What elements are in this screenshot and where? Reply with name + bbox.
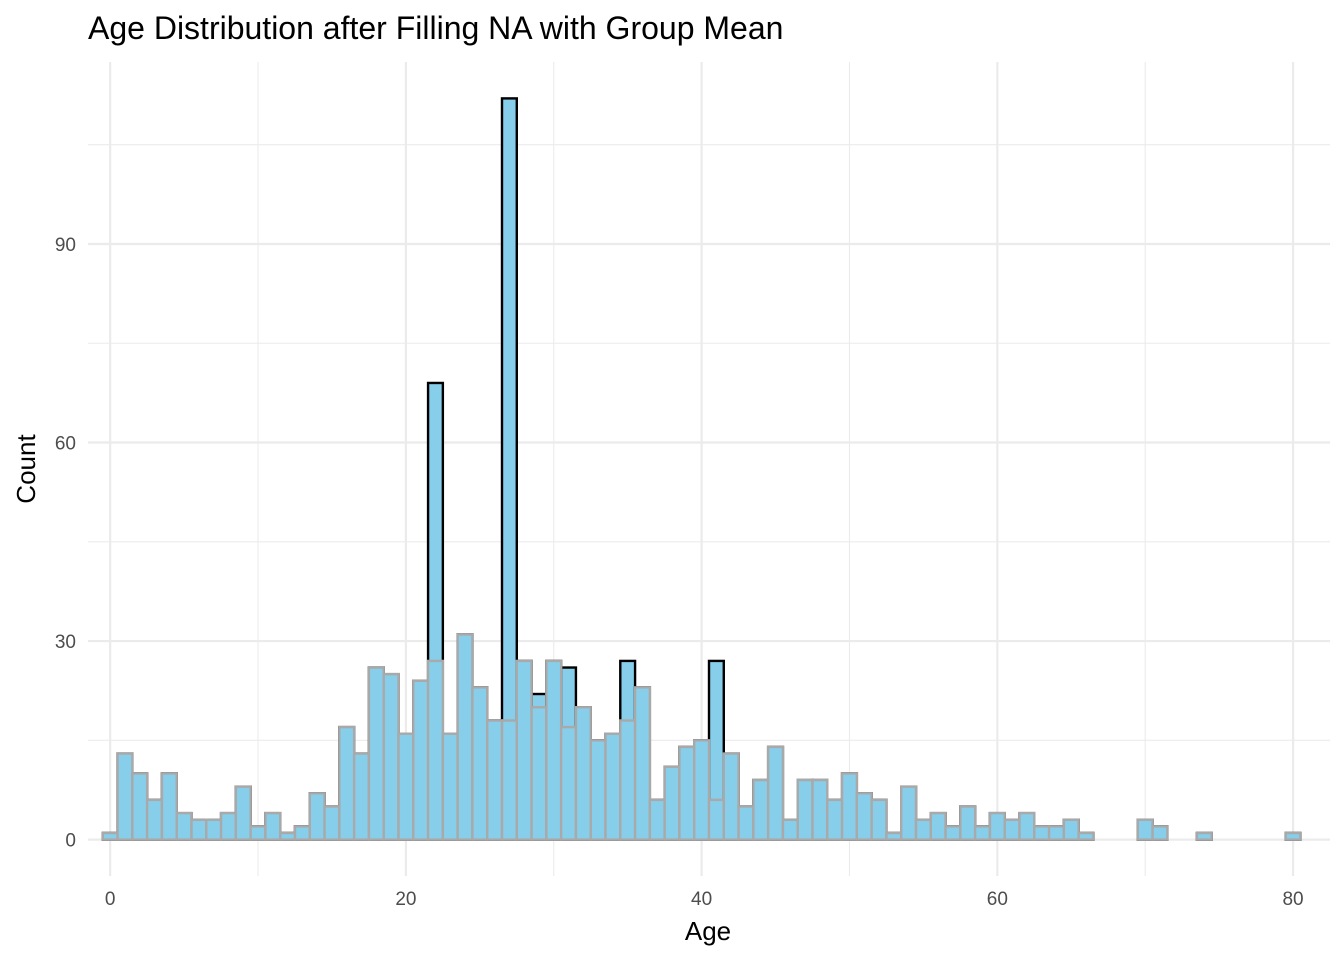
histogram-bars: [101, 97, 1302, 841]
x-tick-label: 80: [1282, 889, 1303, 910]
histogram-bar: [441, 732, 459, 841]
y-tick-label: 30: [55, 632, 76, 653]
histogram-bar: [397, 732, 415, 841]
y-tick-label: 90: [55, 235, 76, 256]
histogram-bar: [249, 825, 267, 841]
y-axis-title: Count: [11, 434, 41, 504]
histogram-bar: [619, 719, 637, 841]
histogram-bar: [870, 798, 888, 841]
histogram-bar: [545, 659, 563, 841]
histogram-bar: [737, 805, 755, 841]
histogram-bar: [722, 752, 740, 841]
histogram-bar: [559, 725, 578, 841]
histogram-bar: [471, 686, 489, 841]
histogram-bar: [323, 805, 341, 841]
histogram-bar: [1151, 825, 1169, 841]
y-tick-label: 0: [65, 831, 76, 852]
histogram-bar: [693, 739, 711, 841]
histogram-bar: [1136, 818, 1154, 841]
histogram-bar: [1018, 811, 1036, 841]
histogram-bar: [663, 765, 681, 841]
histogram-bar: [811, 778, 829, 841]
histogram-bar: [131, 772, 149, 841]
histogram-bar: [914, 818, 932, 841]
histogram-bar: [412, 679, 430, 841]
histogram-bar: [855, 792, 873, 841]
histogram-bar: [1033, 825, 1051, 841]
histogram-bar: [515, 659, 533, 841]
histogram-bar: [279, 831, 297, 841]
histogram-layer-2: [101, 633, 1302, 841]
histogram-bar: [840, 772, 859, 841]
chart-title: Age Distribution after Filling NA with G…: [88, 10, 783, 46]
histogram-bar: [766, 745, 785, 841]
histogram-bar: [648, 798, 666, 841]
histogram-bar: [574, 706, 592, 841]
histogram-bar: [1195, 831, 1213, 841]
histogram-bar: [988, 811, 1006, 841]
histogram-bar: [959, 805, 977, 841]
histogram-bar: [530, 706, 548, 841]
histogram-bar: [426, 659, 445, 841]
x-axis-title: Age: [685, 916, 731, 946]
histogram-bar: [116, 752, 134, 841]
histogram-bar: [929, 811, 947, 841]
histogram-bar: [678, 745, 696, 841]
histogram-bar: [160, 772, 178, 841]
histogram-bar: [1047, 825, 1066, 841]
histogram-bar: [1003, 818, 1021, 841]
histogram-bar: [145, 798, 164, 841]
histogram-bar: [308, 792, 326, 841]
histogram-bar: [826, 798, 844, 841]
histogram-bar: [352, 752, 371, 841]
histogram-bar: [973, 825, 992, 841]
histogram-bar: [264, 811, 282, 841]
x-axis-ticks: 0 20 40 60 80: [105, 889, 1304, 910]
x-tick-label: 60: [987, 889, 1008, 910]
histogram-bar: [175, 811, 193, 841]
x-tick-label: 20: [395, 889, 416, 910]
histogram-bar: [382, 672, 400, 841]
histogram-bar: [205, 818, 223, 841]
histogram-bar: [707, 798, 725, 841]
x-tick-label: 0: [105, 889, 116, 910]
histogram-bar: [900, 785, 918, 841]
histogram-bar: [944, 825, 962, 841]
histogram-bar: [367, 666, 385, 841]
histogram-bar: [752, 778, 770, 841]
histogram-bar: [796, 778, 814, 841]
histogram-bar: [456, 633, 474, 841]
y-axis-ticks: 0 30 60 90: [55, 235, 76, 852]
histogram-bar: [486, 719, 504, 841]
histogram-bar: [219, 811, 238, 841]
histogram-bar: [589, 739, 607, 841]
histogram-bar: [885, 831, 903, 841]
histogram-bar: [500, 719, 518, 841]
x-tick-label: 40: [691, 889, 712, 910]
histogram-bar: [338, 725, 356, 841]
histogram-bar: [234, 785, 252, 841]
histogram-bar: [633, 686, 652, 841]
y-tick-label: 60: [55, 434, 76, 455]
histogram-bar: [293, 825, 311, 841]
histogram-bar: [101, 831, 119, 841]
histogram-bar: [190, 818, 208, 841]
histogram-bar: [1062, 818, 1080, 841]
histogram-bar: [781, 818, 799, 841]
histogram-bar: [1284, 831, 1302, 841]
histogram-bar: [1077, 831, 1095, 841]
histogram-bar: [604, 732, 622, 841]
